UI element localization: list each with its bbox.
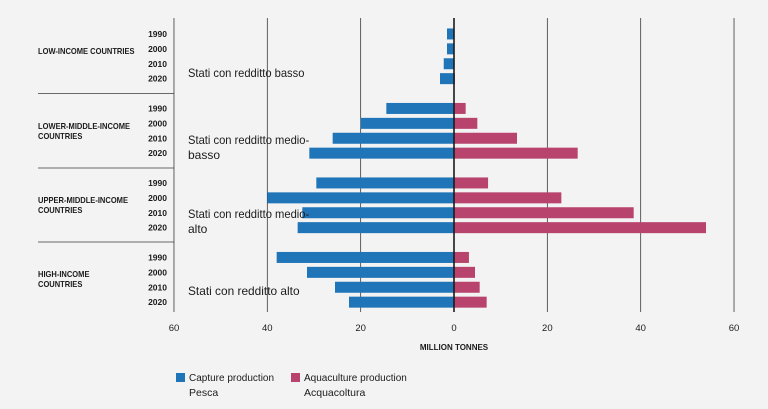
aquaculture-bar-2-2000: [454, 192, 562, 204]
legend-label-aquaculture-italian: Acquacoltura: [304, 387, 366, 399]
aquaculture-bar-3-1990: [454, 251, 469, 263]
aquaculture-bar-3-2000: [454, 266, 476, 278]
aquaculture-bar-1-1990: [454, 102, 466, 114]
capture-bar-0-2020: [439, 73, 454, 85]
legend-swatch-aquaculture: [291, 373, 300, 382]
year-label: 2010: [148, 133, 167, 143]
year-label: 2020: [148, 148, 167, 158]
italian-group-label: Stati con redditto alto: [188, 284, 300, 298]
aquaculture-bar-3-2010: [454, 281, 480, 293]
legend-swatch-capture: [176, 373, 185, 382]
capture-bar-2-2000: [267, 192, 454, 204]
capture-bar-0-1990: [446, 28, 454, 40]
capture-bar-2-2010: [302, 207, 454, 219]
aquaculture-bar-1-2010: [454, 132, 518, 144]
italian-group-label: Stati con redditto basso: [188, 66, 305, 80]
year-label: 2010: [148, 59, 167, 69]
capture-bar-3-2010: [334, 281, 454, 293]
year-label: 2010: [148, 208, 167, 218]
legend-label-capture-italian: Pesca: [189, 387, 219, 399]
x-tick-label: 40: [262, 323, 273, 334]
capture-bar-1-1990: [386, 102, 454, 114]
year-label: 2000: [148, 193, 167, 203]
year-label: 1990: [148, 178, 167, 188]
legend-aquaculture: Aquaculture production Acquacoltura: [291, 371, 407, 401]
capture-bar-3-2000: [306, 266, 454, 278]
x-axis-title: MILLION TONNES: [420, 343, 489, 352]
capture-bar-1-2020: [309, 147, 454, 159]
capture-bar-1-2010: [332, 132, 454, 144]
group-label-high-income: HIGH-INCOME COUNTRIES: [38, 270, 90, 289]
year-label: 2000: [148, 267, 167, 277]
x-tick-label: 60: [169, 323, 180, 334]
x-tick-label: 60: [729, 323, 740, 334]
italian-group-label: Stati con redditto medio-: [188, 133, 309, 147]
year-label: 2000: [148, 118, 167, 128]
legend-label-capture: Capture production: [189, 373, 275, 384]
group-label-low-income: LOW-INCOME COUNTRIES: [38, 47, 135, 56]
year-label: 1990: [148, 29, 167, 39]
legend-label-aquaculture: Aquaculture production: [304, 373, 407, 384]
legend-capture: Capture production Pesca: [176, 371, 274, 401]
capture-bar-3-1990: [276, 251, 454, 263]
aquaculture-bar-1-2020: [454, 147, 578, 159]
x-tick-label: 20: [355, 323, 366, 334]
aquaculture-bar-2-1990: [454, 177, 489, 189]
x-tick-label: 40: [635, 323, 646, 334]
capture-bar-0-2000: [446, 43, 454, 55]
capture-bar-2-1990: [316, 177, 454, 189]
italian-group-label: alto: [188, 222, 208, 236]
year-label: 2020: [148, 223, 167, 233]
group-label-upper-middle-income: UPPER-MIDDLE-INCOME COUNTRIES: [38, 196, 128, 215]
aquaculture-bar-2-2020: [454, 222, 707, 234]
group-label-lower-middle-income: LOWER-MIDDLE-INCOME COUNTRIES: [38, 122, 131, 141]
year-label: 2020: [148, 74, 167, 84]
year-label: 2020: [148, 297, 167, 307]
year-label: 2010: [148, 282, 167, 292]
aquaculture-bar-2-2010: [454, 207, 634, 219]
capture-bar-1-2000: [360, 117, 454, 129]
italian-group-label: basso: [188, 148, 220, 162]
capture-bar-3-2020: [348, 296, 454, 308]
italian-group-label: Stati con redditto medio-: [188, 207, 309, 221]
year-label: 1990: [148, 103, 167, 113]
year-label: 1990: [148, 252, 167, 262]
x-tick-label: 0: [451, 323, 456, 334]
capture-bar-0-2010: [443, 58, 454, 70]
x-tick-label: 20: [542, 323, 553, 334]
aquaculture-bar-3-2020: [454, 296, 487, 308]
aquaculture-bar-1-2000: [454, 117, 478, 129]
year-label: 2000: [148, 44, 167, 54]
capture-bar-2-2020: [297, 222, 454, 234]
